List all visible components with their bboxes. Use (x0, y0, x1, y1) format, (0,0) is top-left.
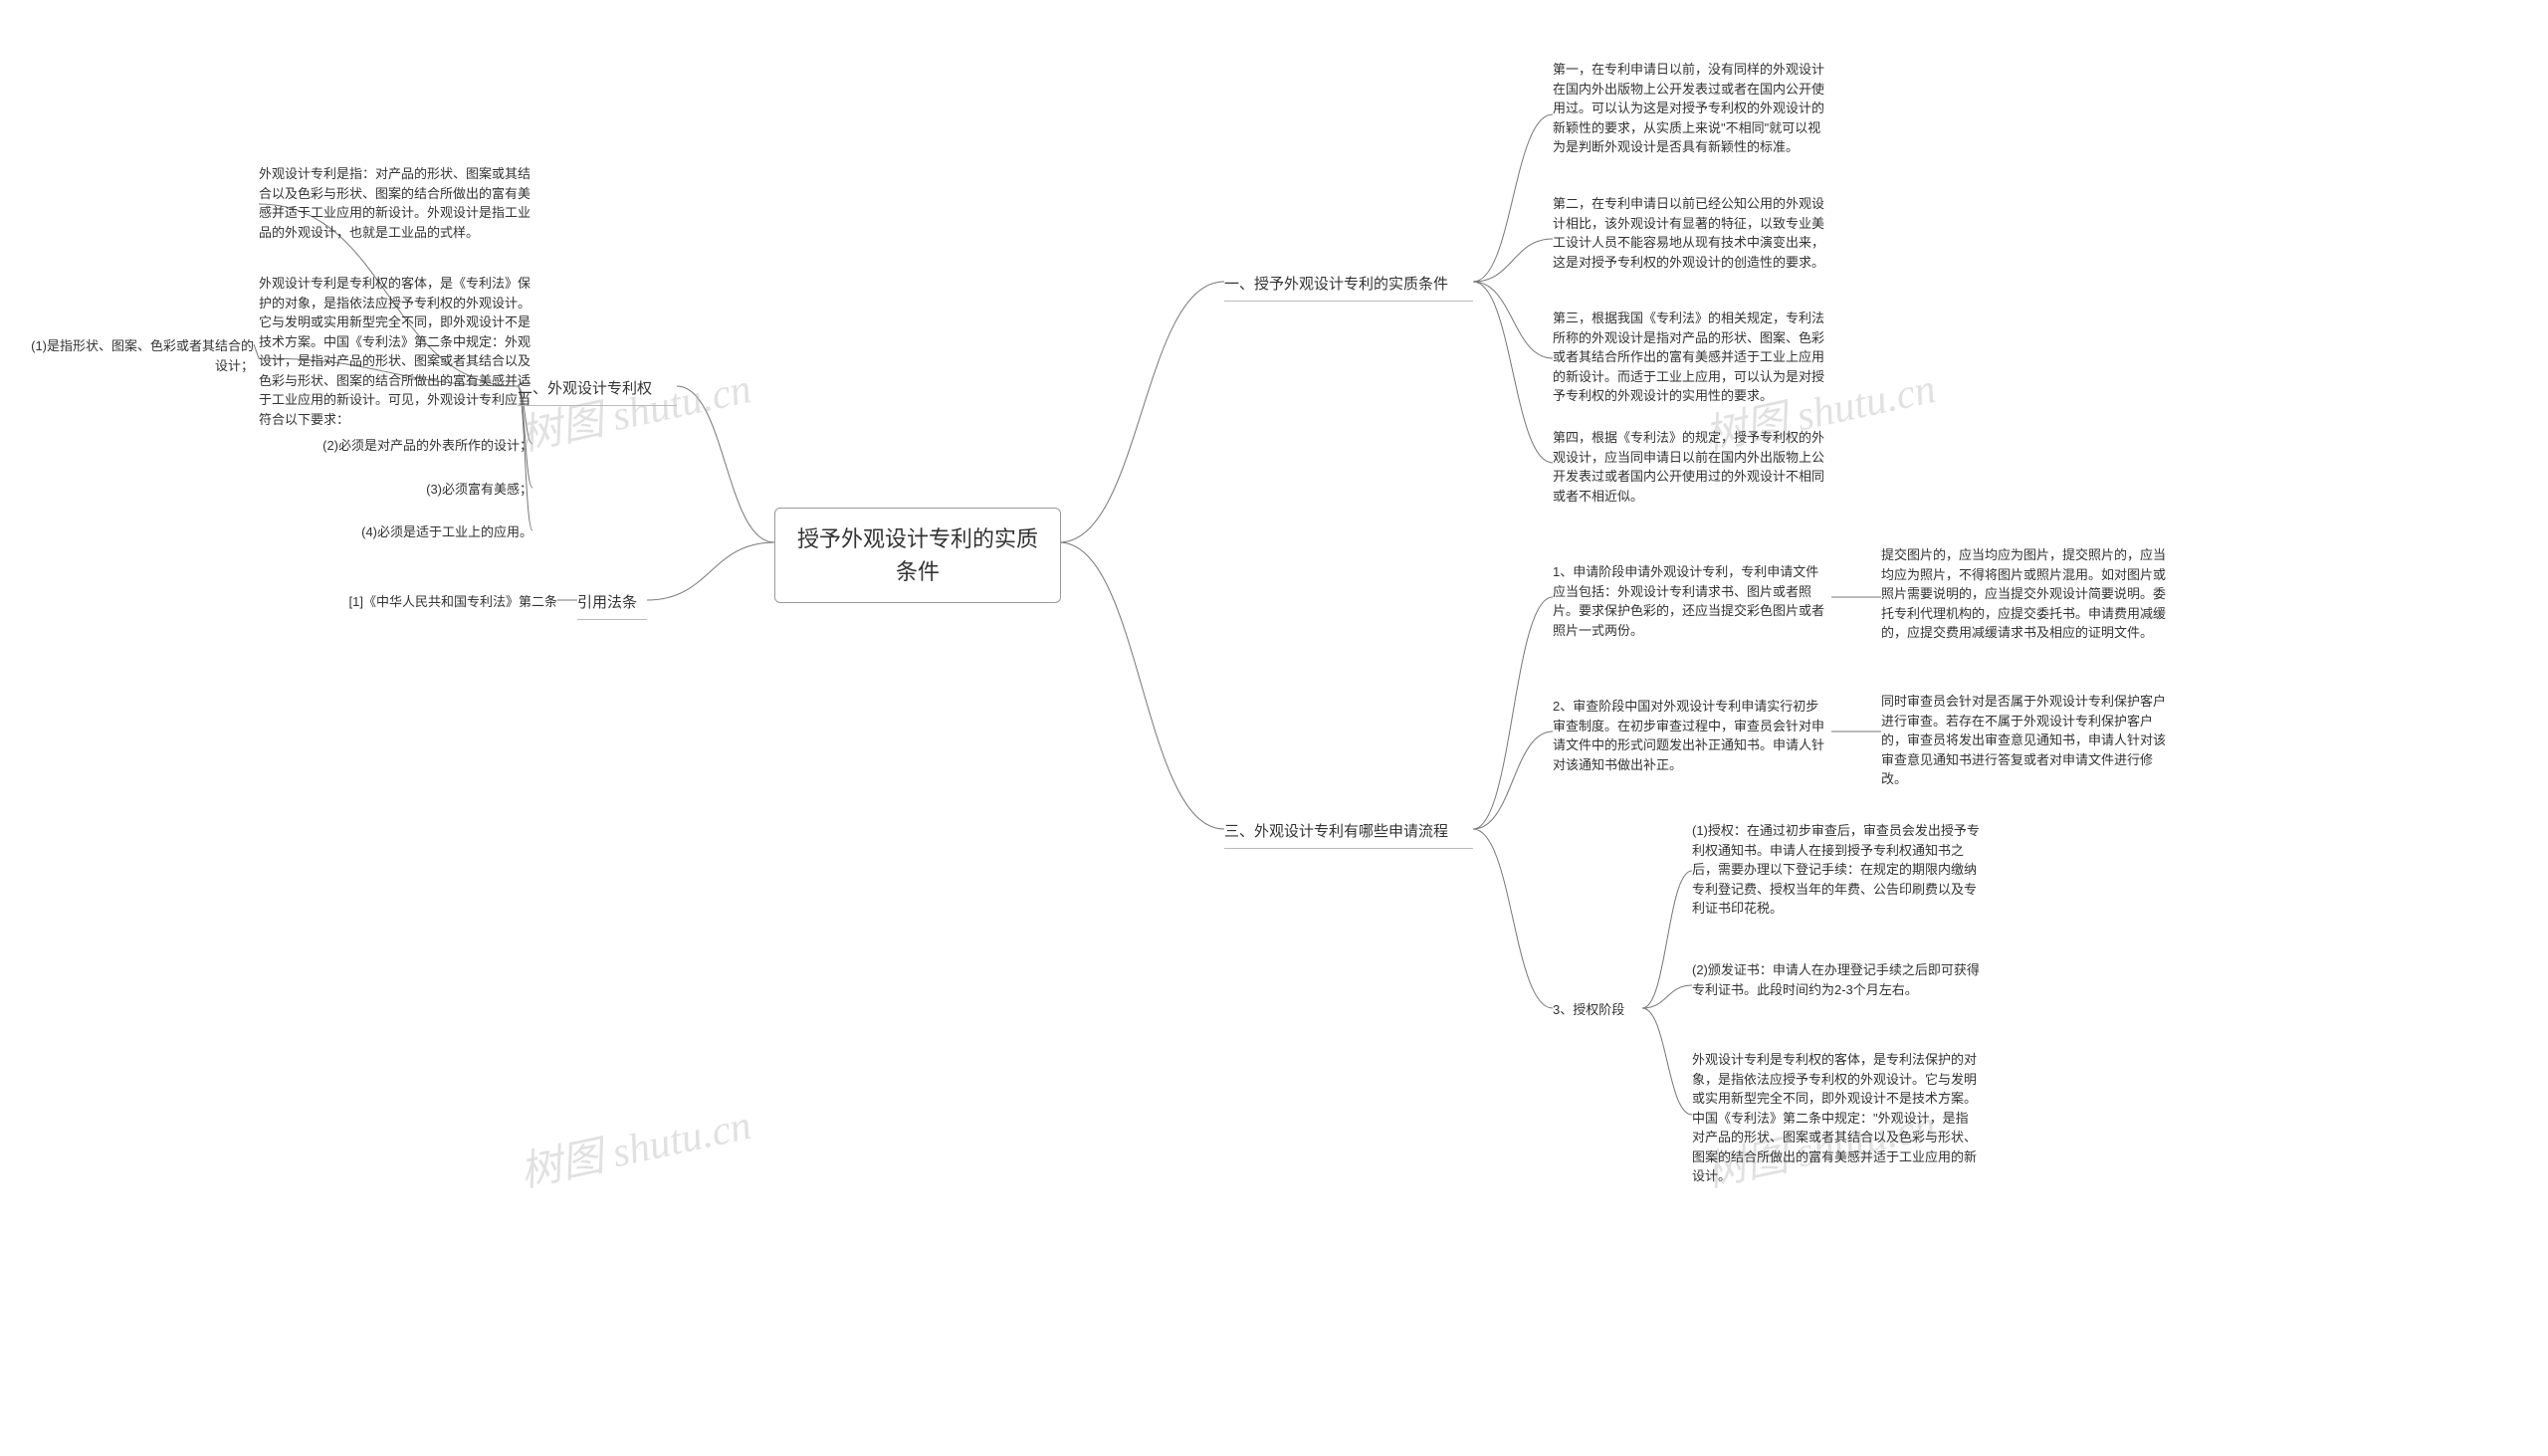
l3a: [1]《中华人民共和国专利法》第二条 (328, 592, 557, 612)
r3b: 2、审查阶段中国对外观设计专利申请实行初步审查制度。在初步审查过程中，审查员会针… (1553, 697, 1831, 774)
r3c1: (1)授权：在通过初步审查后，审查员会发出授予专利权通知书。申请人在接到授予专利… (1692, 821, 1981, 919)
l2b: 外观设计专利是专利权的客体，是《专利法》保护的对象，是指依法应授予专利权的外观设… (259, 274, 537, 429)
l2: 二、外观设计专利权 (518, 378, 677, 406)
r3: 三、外观设计专利有哪些申请流程 (1224, 821, 1473, 849)
root-node: 授予外观设计专利的实质 条件 (774, 508, 1061, 603)
r3c: 3、授权阶段 (1553, 1000, 1642, 1020)
l2d: (3)必须富有美感； (418, 480, 532, 500)
r1b: 第二，在专利申请日以前已经公知公用的外观设计相比，该外观设计有显著的特征，以致专… (1553, 194, 1831, 272)
l2a: 外观设计专利是指：对产品的形状、图案或其结合以及色彩与形状、图案的结合所做出的富… (259, 164, 537, 242)
l2c: (2)必须是对产品的外表所作的设计； (299, 436, 532, 456)
r1a: 第一，在专利申请日以前，没有同样的外观设计在国内外出版物上公开发表过或者在国内公… (1553, 60, 1831, 157)
r1: 一、授予外观设计专利的实质条件 (1224, 274, 1473, 302)
r3c3: 外观设计专利是专利权的客体，是专利法保护的对象，是指依法应授予专利权的外观设计。… (1692, 1050, 1981, 1186)
l2e: (4)必须是适于工业上的应用。 (358, 522, 532, 542)
r3a: 1、申请阶段申请外观设计专利，专利申请文件应当包括：外观设计专利请求书、图片或者… (1553, 562, 1831, 640)
r3c2: (2)颁发证书：申请人在办理登记手续之后即可获得专利证书。此段时间约为2-3个月… (1692, 960, 1981, 999)
r3b1: 同时审查员会针对是否属于外观设计专利保护客户进行审查。若存在不属于外观设计专利保… (1881, 692, 2170, 789)
l3: 引用法条 (577, 592, 647, 620)
r1d: 第四，根据《专利法》的规定，授予专利权的外观设计，应当同申请日以前在国内外出版物… (1553, 428, 1831, 506)
r3a1: 提交图片的，应当均应为图片，提交照片的，应当均应为照片，不得将图片或照片混用。如… (1881, 545, 2170, 643)
l2b1: (1)是指形状、图案、色彩或者其结合的设计； (20, 336, 254, 375)
r1c: 第三，根据我国《专利法》的相关规定，专利法所称的外观设计是指对产品的形状、图案、… (1553, 309, 1831, 406)
